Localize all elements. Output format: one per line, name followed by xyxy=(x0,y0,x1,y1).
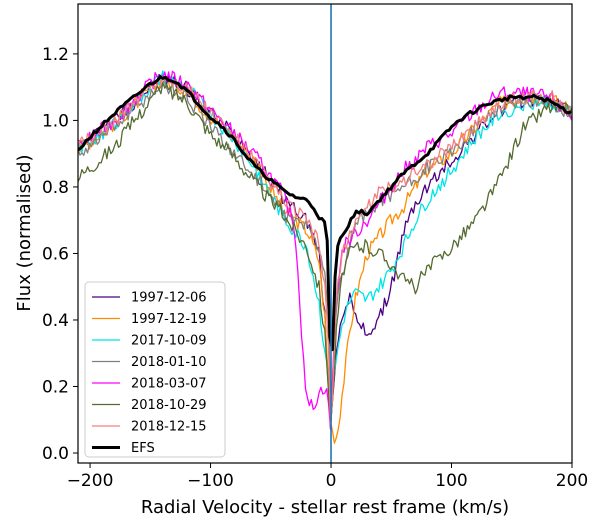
y-tick-label: 1.2 xyxy=(42,45,69,65)
y-tick-label: 0.4 xyxy=(42,311,69,331)
legend-box xyxy=(84,281,226,458)
x-tick-label: 200 xyxy=(556,471,588,491)
legend-label: 2018-03-07 xyxy=(131,377,207,392)
y-axis: 0.0 0.2 0.4 0.6 0.8 1.0 1.2 xyxy=(42,45,78,464)
x-tick-label: 100 xyxy=(435,471,467,491)
series-line-2018-01-10 xyxy=(78,78,572,393)
series-line-efs xyxy=(78,75,572,352)
y-tick-label: 1.0 xyxy=(42,111,69,131)
series-layer xyxy=(78,70,572,444)
legend-label: 2018-10-29 xyxy=(131,398,207,413)
plot-area-frame xyxy=(77,3,573,464)
y-tick-label: 0.6 xyxy=(42,244,69,264)
x-axis-label: Radial Velocity - stellar rest frame (km… xyxy=(141,497,509,518)
legend-label: 2018-12-15 xyxy=(131,420,207,435)
y-tick-label: 0.2 xyxy=(42,378,69,398)
legend-label: 1997-12-19 xyxy=(131,312,207,327)
series-line-2018-12-15 xyxy=(78,75,572,425)
legend-label: 1997-12-06 xyxy=(131,291,207,306)
legend-label: 2017-10-09 xyxy=(131,334,207,349)
x-tick-label: 0 xyxy=(326,471,337,491)
legend: 1997-12-06 1997-12-19 2017-10-09 2018-01-10… xyxy=(84,281,226,458)
x-tick-label: −200 xyxy=(67,471,114,491)
y-tick-label: 0.8 xyxy=(42,178,69,198)
y-axis-label: Flux (normalised) xyxy=(14,154,35,311)
legend-label: EFS xyxy=(131,441,155,456)
x-axis: −200 −100 0 100 200 xyxy=(67,463,588,491)
x-tick-label: −100 xyxy=(187,471,234,491)
series-line-2018-10-29 xyxy=(78,82,572,422)
legend-label: 2018-01-10 xyxy=(131,355,207,370)
y-tick-label: 0.0 xyxy=(42,444,69,464)
